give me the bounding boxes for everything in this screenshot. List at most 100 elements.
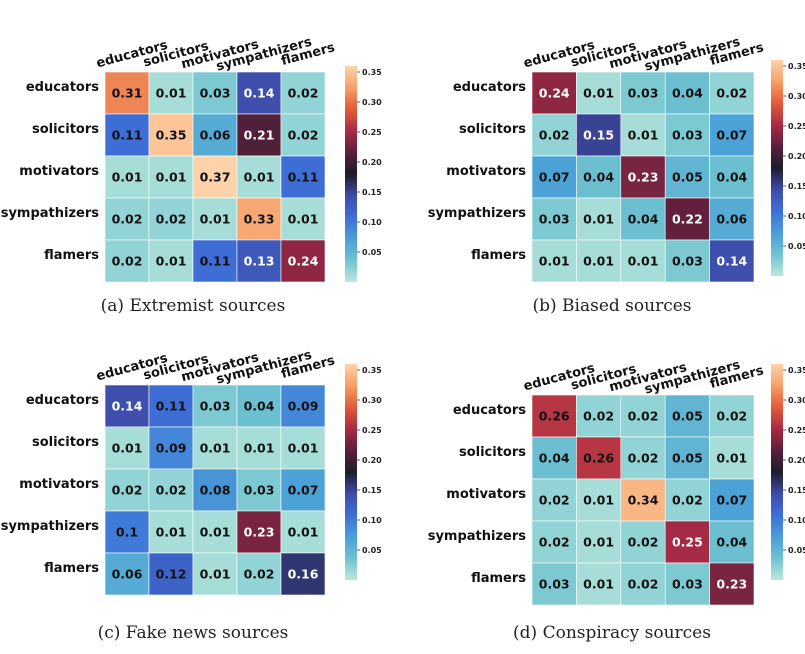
- row-label: educators: [453, 403, 526, 418]
- cell-value-label: 0.02: [112, 212, 143, 227]
- cell-value-label: 0.03: [244, 483, 275, 498]
- cell-value-label: 0.02: [244, 567, 275, 582]
- cell-value-label: 0.02: [156, 212, 187, 227]
- colorbar-tick-label: 0.10: [788, 516, 805, 525]
- row-label: flamers: [44, 561, 99, 576]
- colorbar: [771, 60, 783, 276]
- cell-value-label: 0.21: [244, 128, 275, 143]
- cell-value-label: 0.03: [672, 128, 703, 143]
- cell-value-label: 0.13: [244, 254, 275, 269]
- cell-value-label: 0.14: [716, 254, 747, 269]
- heatmap-panel-3: 0.14 0.11 0.03 0.04 0.090.01 0.09 0.01 0.01 0.01…: [1, 348, 382, 643]
- row-label: motivators: [19, 477, 99, 492]
- colorbar-tick-label: 0.30: [788, 92, 805, 101]
- row-label: educators: [26, 80, 99, 95]
- cell-value-label: 0.05: [672, 451, 703, 466]
- cell-value-label: 0.02: [716, 86, 747, 101]
- cell-value-label: 0.03: [200, 399, 231, 414]
- cell-value-label: 0.01: [244, 441, 275, 456]
- colorbar: [345, 364, 357, 580]
- cell-value-label: 0.01: [200, 525, 231, 540]
- colorbar-tick-label: 0.30: [362, 396, 382, 405]
- cell-value-label: 0.01: [200, 212, 231, 227]
- cell-value-label: 0.06: [112, 567, 143, 582]
- cell-value-label: 0.08: [200, 483, 231, 498]
- cell-value-label: 0.04: [716, 170, 747, 185]
- cell-value-label: 0.24: [288, 254, 319, 269]
- cell-value-label: 0.14: [112, 399, 143, 414]
- cell-value-label: 0.11: [288, 170, 319, 185]
- cell-value-label: 0.01: [288, 212, 319, 227]
- cell-value-label: 0.01: [583, 535, 614, 550]
- cell-value-label: 0.01: [583, 254, 614, 269]
- cell-value-label: 0.01: [200, 441, 231, 456]
- cell-value-label: 0.02: [672, 493, 703, 508]
- cell-value-label: 0.04: [716, 535, 747, 550]
- cell-value-label: 0.01: [716, 451, 747, 466]
- colorbar-tick-label: 0.05: [362, 546, 382, 555]
- row-label: educators: [26, 393, 99, 408]
- colorbar-tick-label: 0.15: [788, 182, 805, 191]
- cell-value-label: 0.26: [583, 451, 614, 466]
- row-label: educators: [453, 80, 526, 95]
- cell-value-label: 0.11: [156, 399, 187, 414]
- cell-value-label: 0.11: [200, 254, 231, 269]
- cell-value-label: 0.23: [628, 170, 659, 185]
- cell-value-label: 0.02: [539, 128, 570, 143]
- cell-value-label: 0.02: [288, 86, 319, 101]
- cell-value-label: 0.01: [244, 170, 275, 185]
- row-label: flamers: [471, 571, 526, 586]
- panel-caption: (a) Extremist sources: [101, 296, 286, 316]
- colorbar-tick-label: 0.10: [788, 212, 805, 221]
- cell-value-label: 0.01: [628, 128, 659, 143]
- row-label: flamers: [44, 248, 99, 263]
- colorbar-tick-label: 0.05: [788, 242, 805, 251]
- colorbar-tick-label: 0.10: [362, 218, 382, 227]
- heatmap-panel-2: 0.24 0.01 0.03 0.04 0.02 0.02 0.15 0.01 0.03 0.07…: [428, 35, 805, 316]
- cell-value-label: 0.04: [583, 170, 614, 185]
- row-label: sympathizers: [428, 529, 527, 544]
- cell-value-label: 0.07: [716, 128, 747, 143]
- cell-value-label: 0.04: [539, 451, 570, 466]
- cell-value-label: 0.03: [200, 86, 231, 101]
- cell-value-label: 0.01: [288, 441, 319, 456]
- cell-value-label: 0.02: [628, 577, 659, 592]
- row-label: solicitors: [459, 445, 526, 460]
- cell-value-label: 0.02: [628, 451, 659, 466]
- colorbar-tick-label: 0.35: [788, 62, 805, 71]
- cell-value-label: 0.01: [200, 567, 231, 582]
- cell-value-label: 0.04: [244, 399, 275, 414]
- cell-value-label: 0.33: [244, 212, 275, 227]
- colorbar-tick-label: 0.35: [362, 68, 382, 77]
- cell-value-label: 0.09: [288, 399, 319, 414]
- cell-value-label: 0.02: [628, 409, 659, 424]
- panel-caption: (d) Conspiracy sources: [513, 623, 711, 643]
- cell-value-label: 0.01: [156, 254, 187, 269]
- cell-value-label: 0.01: [156, 525, 187, 540]
- colorbar-tick-label: 0.15: [362, 188, 382, 197]
- cell-value-label: 0.01: [539, 254, 570, 269]
- colorbar-tick-label: 0.20: [788, 456, 805, 465]
- row-label: motivators: [19, 164, 99, 179]
- cell-value-label: 0.26: [539, 409, 570, 424]
- cell-value-label: 0.37: [200, 170, 231, 185]
- cell-value-label: 0.03: [672, 577, 703, 592]
- cell-value-label: 0.02: [628, 535, 659, 550]
- cell-value-label: 0.02: [156, 483, 187, 498]
- panel-caption: (b) Biased sources: [532, 296, 691, 316]
- colorbar-tick-label: 0.20: [362, 456, 382, 465]
- row-label: sympathizers: [1, 519, 100, 534]
- colorbar-tick-label: 0.35: [788, 366, 805, 375]
- colorbar-tick-label: 0.20: [362, 158, 382, 167]
- colorbar-tick-label: 0.25: [362, 128, 382, 137]
- row-label: motivators: [446, 487, 526, 502]
- cell-value-label: 0.05: [672, 409, 703, 424]
- cell-value-label: 0.01: [112, 170, 143, 185]
- colorbar: [771, 364, 783, 580]
- cell-value-label: 0.25: [672, 535, 703, 550]
- cell-value-label: 0.22: [672, 212, 703, 227]
- cell-value-label: 0.02: [716, 409, 747, 424]
- cell-value-label: 0.01: [156, 86, 187, 101]
- row-label: flamers: [471, 248, 526, 263]
- colorbar-tick-label: 0.15: [788, 486, 805, 495]
